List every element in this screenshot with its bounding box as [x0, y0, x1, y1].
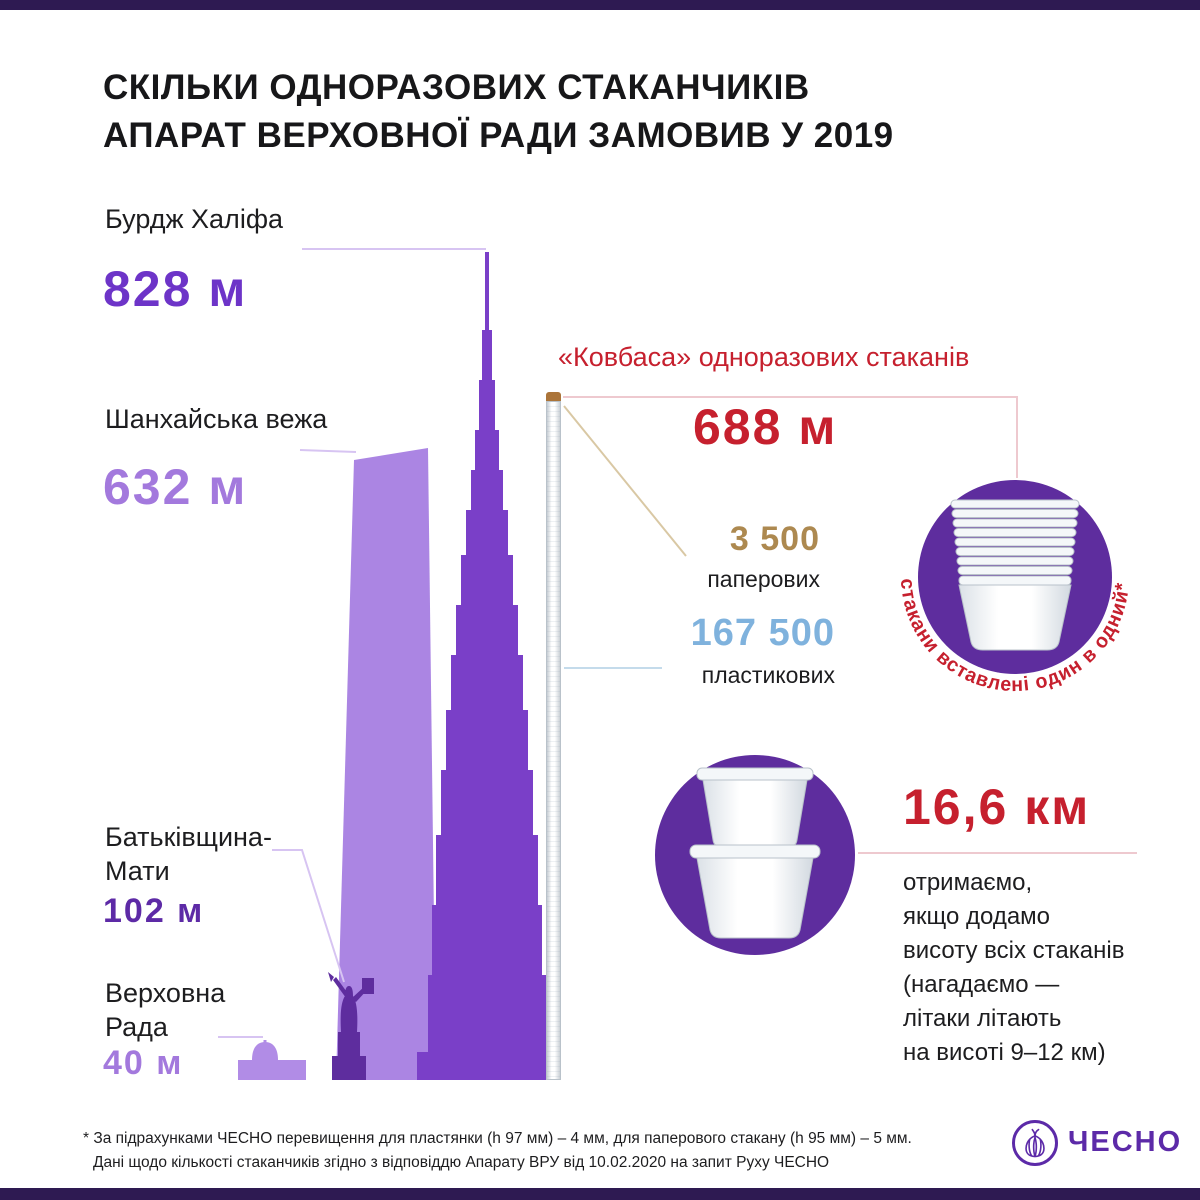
- paper-cups-count: 3 500: [729, 520, 820, 558]
- burj-label: Бурдж Халіфа: [105, 204, 284, 234]
- chesno-logo: [1012, 1120, 1058, 1166]
- stacked-cups-circle: [918, 480, 1112, 674]
- cup-column: [546, 401, 561, 1080]
- callout-line-shanghai: [299, 449, 357, 453]
- title-line-2: АПАРАТ ВЕРХОВНОЇ РАДИ ЗАМОВИВ У 2019: [103, 116, 894, 155]
- callout-line-motherland: [272, 849, 345, 983]
- rada-height: 40 м: [103, 1044, 184, 1082]
- nested-cups-illustration: [689, 767, 821, 939]
- chesno-garlic-icon: [1025, 1128, 1045, 1158]
- plastic-cups-count: 167 500: [690, 612, 835, 654]
- bottom-border-bar: [0, 1188, 1200, 1200]
- shanghai-tower-silhouette: [336, 448, 436, 1080]
- paper-cups-label: паперових: [707, 566, 820, 592]
- total-height-value: 16,6 км: [903, 779, 1091, 835]
- plastic-cups-block: 167 500 пластикових: [635, 612, 835, 689]
- sausage-height: 688 м: [693, 399, 838, 455]
- shanghai-label: Шанхайська вежа: [105, 404, 328, 434]
- footnote-line-2: Дані щодо кількості стаканчиків згідно з…: [93, 1154, 830, 1171]
- callout-line-paper: [563, 405, 687, 557]
- nested-cups-circle: [655, 755, 855, 955]
- motherland-label: Батьківщина- Мати: [105, 822, 272, 886]
- page-title: СКІЛЬКИ ОДНОРАЗОВИХ СТАКАНЧИКІВ АПАРАТ В…: [103, 64, 894, 160]
- plastic-cups-label: пластикових: [701, 662, 835, 688]
- callout-line-sausage-to-circle: [563, 396, 1018, 478]
- shanghai-height: 632 м: [103, 459, 248, 515]
- burj-height: 828 м: [103, 261, 248, 317]
- chesno-logo-text: ЧЕСНО: [1068, 1126, 1183, 1158]
- burj-khalifa-silhouette: [417, 252, 546, 1080]
- footnote: * За підрахунками ЧЕСНО перевищення для …: [83, 1127, 912, 1174]
- verkhovna-rada-silhouette: [238, 1040, 306, 1080]
- cup-column-cap: [546, 392, 561, 401]
- top-border-bar: [0, 0, 1200, 10]
- total-description: отримаємо, якщо додамо висоту всіх стака…: [903, 869, 1125, 1066]
- stacked-cups-illustration: [950, 499, 1080, 651]
- paper-cups-block: 3 500 паперових: [640, 520, 820, 593]
- title-line-1: СКІЛЬКИ ОДНОРАЗОВИХ СТАКАНЧИКІВ: [103, 68, 810, 107]
- motherland-height: 102 м: [103, 892, 205, 930]
- motherland-monument-silhouette: [328, 972, 374, 1080]
- rada-label: Верховна Рада: [105, 978, 226, 1042]
- footnote-line-1: * За підрахунками ЧЕСНО перевищення для …: [83, 1130, 912, 1147]
- sausage-heading: «Ковбаса» одноразових стаканів: [558, 342, 970, 372]
